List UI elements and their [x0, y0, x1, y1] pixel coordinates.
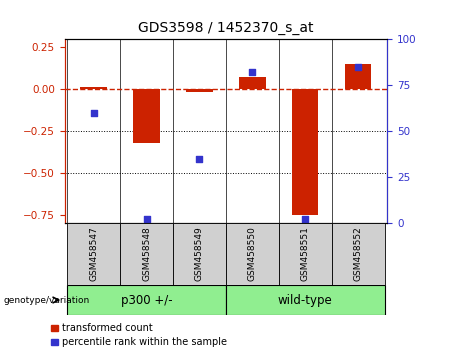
- Text: genotype/variation: genotype/variation: [3, 296, 89, 304]
- Point: [355, 64, 362, 69]
- Text: GSM458552: GSM458552: [354, 227, 363, 281]
- Title: GDS3598 / 1452370_s_at: GDS3598 / 1452370_s_at: [138, 21, 313, 35]
- Bar: [186, 89, 213, 92]
- Point: [196, 156, 203, 161]
- Text: GSM458551: GSM458551: [301, 227, 310, 281]
- Bar: [80, 87, 107, 89]
- FancyBboxPatch shape: [120, 223, 173, 285]
- FancyBboxPatch shape: [332, 223, 384, 285]
- Point: [143, 217, 150, 222]
- Point: [301, 217, 309, 222]
- FancyBboxPatch shape: [173, 223, 226, 285]
- FancyBboxPatch shape: [226, 223, 279, 285]
- Text: GSM458548: GSM458548: [142, 227, 151, 281]
- Bar: [345, 64, 372, 89]
- Legend: transformed count, percentile rank within the sample: transformed count, percentile rank withi…: [51, 324, 227, 347]
- Bar: [239, 78, 266, 89]
- FancyBboxPatch shape: [226, 285, 384, 315]
- FancyBboxPatch shape: [279, 223, 332, 285]
- Text: GSM458550: GSM458550: [248, 227, 257, 281]
- Point: [90, 110, 97, 115]
- FancyBboxPatch shape: [67, 223, 120, 285]
- Text: p300 +/-: p300 +/-: [121, 293, 172, 307]
- Point: [248, 69, 256, 75]
- FancyBboxPatch shape: [67, 285, 226, 315]
- Bar: [133, 89, 160, 143]
- Text: wild-type: wild-type: [278, 293, 333, 307]
- Bar: [292, 89, 319, 215]
- Text: GSM458549: GSM458549: [195, 227, 204, 281]
- Text: GSM458547: GSM458547: [89, 227, 98, 281]
